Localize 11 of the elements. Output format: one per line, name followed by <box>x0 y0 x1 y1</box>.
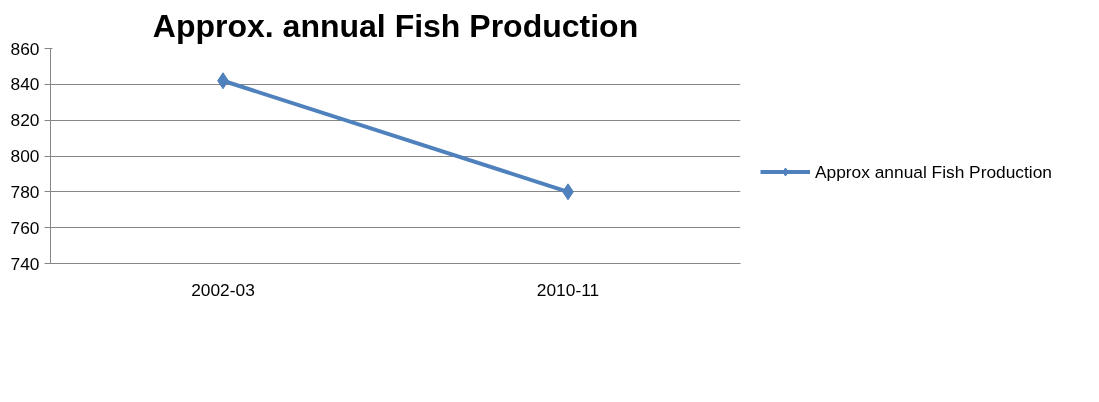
y-tick-label: 740 <box>10 253 40 274</box>
y-tick-label: 820 <box>10 110 40 131</box>
chart-title: Approx. annual Fish Production <box>152 7 639 44</box>
y-tick-label: 840 <box>10 74 40 95</box>
y-tick-label: 800 <box>10 146 40 166</box>
y-tick-label: 860 <box>10 38 40 59</box>
y-tick-label: 760 <box>10 217 40 238</box>
x-tick-label: 2010-11 <box>536 279 600 300</box>
y-tick-label: 780 <box>10 181 40 202</box>
x-tick-label: 2002-03 <box>191 279 255 300</box>
legend-label: Approx annual Fish Production <box>815 161 1052 182</box>
